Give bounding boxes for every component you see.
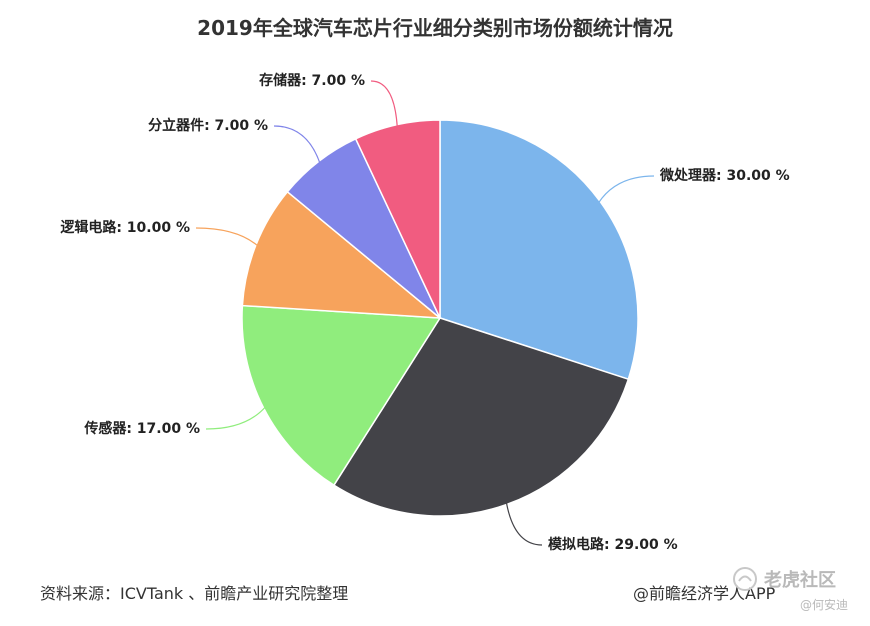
tiger-logo-icon	[733, 567, 757, 591]
pie-slice-3	[241, 304, 442, 487]
pie-slice-1	[439, 119, 639, 381]
slice-label-6: 存储器: 7.00 %	[259, 72, 365, 89]
slice-label-5: 分立器件: 7.00 %	[148, 117, 268, 134]
slice-label-4: 逻辑电路: 10.00 %	[60, 219, 190, 236]
connector-line-1	[598, 175, 655, 204]
connector-line-3	[205, 406, 266, 430]
connector-line-4	[195, 227, 259, 247]
slice-label-1: 微处理器: 30.00 %	[659, 167, 790, 184]
chart-title: 2019年全球汽车芯片行业细分类别市场份额统计情况	[197, 16, 673, 40]
watermark-author: @何安迪	[800, 598, 849, 612]
slice-label-3: 传感器: 17.00 %	[83, 420, 200, 437]
connector-line-2	[505, 502, 543, 546]
watermark: 老虎社区 @何安迪	[728, 560, 868, 620]
source-note: 资料来源：ICVTank 、前瞻产业研究院整理	[40, 584, 349, 603]
connector-line-6	[370, 80, 398, 127]
slice-label-2: 模拟电路: 29.00 %	[548, 536, 678, 553]
watermark-site: 老虎社区	[764, 570, 836, 591]
connector-line-5	[273, 125, 321, 164]
